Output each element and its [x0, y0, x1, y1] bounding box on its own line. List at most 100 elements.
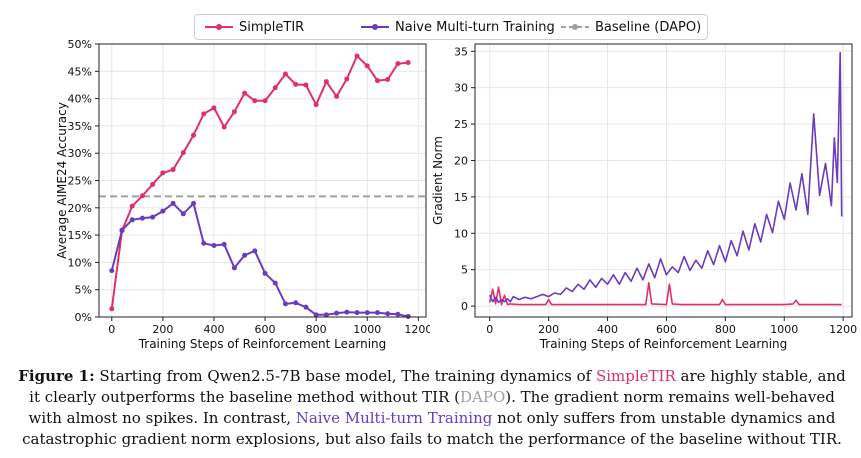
data-point-simpletir [242, 90, 248, 96]
caption-text-2: are highly stable, and it clearly outper… [29, 367, 846, 406]
data-point-naive-multi-turn-training [180, 211, 186, 217]
data-point-naive-multi-turn-training [262, 270, 268, 276]
series-line-simpletir [488, 282, 842, 306]
y-tick-label: 50% [68, 38, 92, 51]
data-point-naive-multi-turn-training [354, 310, 360, 316]
figure-caption: Figure 1: Starting from Qwen2.5-7B base … [14, 366, 850, 450]
x-tick-label: 1200 [829, 323, 857, 336]
data-point-simpletir [150, 181, 156, 187]
data-point-naive-multi-turn-training [405, 313, 411, 319]
data-point-naive-multi-turn-training [385, 311, 391, 317]
data-point-simpletir [231, 109, 237, 115]
data-point-naive-multi-turn-training [334, 310, 340, 316]
data-point-simpletir [180, 150, 186, 156]
y-tick-label: 35% [68, 120, 92, 133]
legend-label-baseline: Baseline (DAPO) [595, 19, 702, 35]
data-point-naive-multi-turn-training [344, 309, 350, 315]
data-point-naive-multi-turn-training [221, 241, 227, 247]
y-tick-label: 5% [75, 284, 92, 297]
data-point-naive-multi-turn-training [364, 310, 370, 316]
y-tick-label: 25% [68, 175, 92, 188]
data-point-naive-multi-turn-training [129, 217, 135, 223]
data-point-simpletir [313, 102, 319, 108]
y-tick-label: 40% [68, 93, 92, 106]
y-tick-label: 45% [68, 65, 92, 78]
data-point-simpletir [109, 306, 115, 312]
x-tick-label: 400 [203, 323, 224, 336]
data-point-simpletir [262, 98, 268, 104]
data-point-naive-multi-turn-training [160, 208, 166, 214]
x-axis-label: Training Steps of Reinforcement Learning [539, 337, 788, 351]
series-line-naive-multi-turn-training [110, 202, 409, 318]
data-point-simpletir [201, 111, 207, 117]
data-point-naive-multi-turn-training [191, 200, 197, 206]
y-tick-label: 20 [454, 154, 468, 167]
data-point-naive-multi-turn-training [242, 252, 248, 258]
data-point-simpletir [129, 203, 135, 209]
data-point-simpletir [334, 93, 340, 99]
accuracy-chart: 0 200 400 600 800 1000 1200 0% 5% 10% 15% 20% 25% 30%… [55, 38, 430, 351]
caption-text-4: not only suffers from unstable dynamics … [22, 409, 842, 448]
legend-item-simpletir: SimpleTIR [205, 15, 304, 39]
legend-item-baseline: Baseline (DAPO) [561, 15, 701, 39]
data-point-simpletir [323, 79, 329, 85]
x-tick-label: 0 [108, 323, 115, 336]
data-point-simpletir [405, 60, 411, 66]
y-tick-label: 25 [454, 118, 468, 131]
data-point-simpletir [354, 53, 360, 59]
y-axis-label: Gradient Norm [431, 136, 445, 225]
x-tick-label: 600 [255, 323, 276, 336]
data-point-naive-multi-turn-training [374, 310, 380, 316]
legend-label-naive: Naive Multi-turn Training [395, 19, 555, 35]
caption-naive: Naive Multi-turn Training [295, 409, 493, 427]
data-point-naive-multi-turn-training [119, 227, 125, 233]
y-tick-label: 0% [75, 311, 92, 324]
data-point-simpletir [385, 76, 391, 82]
y-tick-label: 15 [454, 191, 468, 204]
y-tick-label: 30 [454, 82, 468, 95]
data-point-simpletir [293, 81, 299, 87]
data-point-simpletir [191, 132, 197, 138]
data-point-naive-multi-turn-training [282, 301, 288, 307]
legend-swatch-simpletir [205, 24, 233, 30]
data-point-simpletir [364, 63, 370, 69]
y-tick-label: 10% [68, 256, 92, 269]
caption-dapo: DAPO [460, 388, 506, 406]
x-tick-label: 800 [306, 323, 327, 336]
x-tick-label: 1000 [770, 323, 798, 336]
y-tick-label: 0 [461, 300, 468, 313]
data-point-naive-multi-turn-training [211, 242, 217, 248]
x-tick-label: 1200 [404, 323, 430, 336]
data-point-simpletir [221, 124, 227, 130]
caption-text-1: Starting from Qwen2.5-7B base model, The… [94, 367, 596, 385]
legend-item-naive: Naive Multi-turn Training [361, 15, 555, 39]
x-tick-label: 0 [486, 323, 493, 336]
y-tick-label: 35 [454, 45, 468, 58]
data-point-naive-multi-turn-training [313, 312, 319, 318]
y-axis-label: Average AIME24 Accuracy [55, 102, 69, 259]
data-point-simpletir [303, 82, 309, 88]
x-tick-label: 600 [656, 323, 677, 336]
legend-label-simpletir: SimpleTIR [239, 19, 305, 35]
data-point-simpletir [395, 61, 401, 67]
series-line-simpletir [110, 55, 409, 309]
grid-lines [475, 44, 852, 317]
series-line-naive-multi-turn-training [488, 51, 843, 304]
data-point-naive-multi-turn-training [272, 280, 278, 286]
data-point-simpletir [344, 76, 350, 82]
grid-lines [99, 43, 426, 318]
figure-label: Figure 1: [18, 367, 95, 385]
legend-swatch-baseline [561, 24, 589, 30]
data-point-simpletir [170, 167, 176, 173]
data-point-naive-multi-turn-training [109, 268, 115, 274]
x-tick-label: 400 [597, 323, 618, 336]
data-point-naive-multi-turn-training [293, 300, 299, 306]
data-point-naive-multi-turn-training [323, 312, 329, 318]
data-point-simpletir [272, 85, 278, 91]
data-point-simpletir [139, 193, 145, 199]
caption-text-3: ). The gradient norm remains well-behave… [28, 388, 835, 427]
data-point-naive-multi-turn-training [201, 240, 207, 246]
x-tick-label: 1000 [353, 323, 381, 336]
data-point-naive-multi-turn-training [139, 215, 145, 221]
data-point-naive-multi-turn-training [150, 214, 156, 220]
